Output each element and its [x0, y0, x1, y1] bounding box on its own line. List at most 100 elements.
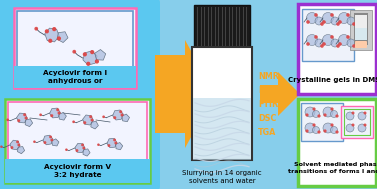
FancyBboxPatch shape: [5, 99, 150, 183]
Circle shape: [315, 17, 323, 25]
Circle shape: [331, 126, 337, 133]
Circle shape: [90, 50, 94, 54]
Circle shape: [346, 35, 350, 39]
Polygon shape: [91, 121, 98, 129]
Circle shape: [23, 113, 26, 116]
Circle shape: [330, 13, 334, 17]
Circle shape: [306, 42, 310, 46]
FancyBboxPatch shape: [354, 13, 368, 45]
FancyBboxPatch shape: [5, 159, 150, 183]
Circle shape: [336, 114, 339, 118]
Circle shape: [121, 113, 124, 117]
Circle shape: [107, 144, 110, 147]
Circle shape: [317, 114, 320, 118]
Circle shape: [346, 13, 350, 17]
FancyBboxPatch shape: [341, 106, 373, 138]
Circle shape: [315, 39, 323, 47]
Circle shape: [305, 129, 309, 133]
Circle shape: [17, 119, 20, 122]
Circle shape: [313, 126, 319, 133]
Circle shape: [323, 107, 333, 117]
Text: Acyclovir form I
anhydrous or: Acyclovir form I anhydrous or: [43, 70, 107, 84]
Circle shape: [347, 39, 355, 47]
Polygon shape: [83, 51, 97, 65]
Circle shape: [320, 44, 324, 48]
Polygon shape: [83, 115, 93, 125]
Circle shape: [346, 124, 354, 132]
Circle shape: [33, 140, 36, 143]
Polygon shape: [25, 119, 33, 127]
Circle shape: [65, 148, 68, 151]
FancyBboxPatch shape: [14, 8, 136, 88]
FancyBboxPatch shape: [298, 99, 376, 186]
Circle shape: [72, 50, 76, 54]
Circle shape: [56, 108, 59, 111]
Circle shape: [314, 13, 318, 17]
Circle shape: [352, 22, 356, 26]
Circle shape: [323, 113, 326, 117]
Circle shape: [339, 35, 349, 46]
Circle shape: [113, 116, 116, 119]
Circle shape: [338, 20, 342, 24]
Circle shape: [83, 52, 87, 57]
Circle shape: [39, 113, 42, 116]
Circle shape: [86, 62, 90, 66]
Polygon shape: [75, 143, 85, 153]
FancyBboxPatch shape: [192, 47, 252, 160]
Circle shape: [331, 39, 339, 47]
FancyBboxPatch shape: [355, 15, 367, 40]
Circle shape: [114, 142, 117, 144]
Circle shape: [363, 112, 366, 115]
Circle shape: [331, 17, 339, 25]
Circle shape: [347, 17, 355, 25]
FancyBboxPatch shape: [350, 10, 372, 50]
FancyBboxPatch shape: [355, 41, 367, 48]
Circle shape: [330, 35, 334, 39]
Polygon shape: [17, 146, 25, 154]
Circle shape: [50, 114, 53, 117]
Circle shape: [313, 123, 316, 127]
Circle shape: [34, 27, 38, 31]
Circle shape: [45, 29, 49, 33]
Text: Acyclovir form V
3:2 hydrate: Acyclovir form V 3:2 hydrate: [44, 164, 111, 178]
Polygon shape: [113, 110, 123, 120]
Circle shape: [16, 140, 19, 143]
Circle shape: [25, 116, 28, 119]
Circle shape: [307, 12, 317, 23]
Circle shape: [307, 35, 317, 46]
Circle shape: [6, 119, 9, 121]
Polygon shape: [107, 138, 117, 148]
FancyBboxPatch shape: [302, 9, 354, 61]
Text: Crystalline gels in DMSO: Crystalline gels in DMSO: [288, 77, 377, 83]
Circle shape: [351, 123, 354, 126]
Text: NMR
PXRD
FTIR
DSC
TGA: NMR PXRD FTIR DSC TGA: [258, 72, 283, 137]
Circle shape: [119, 110, 122, 113]
Circle shape: [322, 35, 334, 46]
Circle shape: [11, 146, 14, 149]
Circle shape: [113, 139, 116, 141]
Circle shape: [305, 107, 315, 117]
Circle shape: [322, 42, 326, 46]
Polygon shape: [59, 112, 66, 120]
Polygon shape: [116, 143, 123, 150]
Circle shape: [336, 22, 340, 26]
Circle shape: [97, 143, 100, 146]
Circle shape: [346, 112, 354, 120]
FancyBboxPatch shape: [301, 103, 343, 141]
Circle shape: [52, 27, 56, 31]
Circle shape: [339, 12, 349, 23]
Circle shape: [336, 130, 339, 134]
Circle shape: [90, 119, 93, 122]
FancyBboxPatch shape: [0, 0, 160, 189]
FancyBboxPatch shape: [194, 5, 250, 47]
Polygon shape: [57, 32, 68, 43]
FancyBboxPatch shape: [355, 28, 367, 40]
Polygon shape: [17, 113, 28, 123]
Circle shape: [320, 22, 324, 26]
Circle shape: [331, 111, 337, 118]
Circle shape: [49, 136, 52, 138]
Circle shape: [306, 20, 310, 24]
Circle shape: [317, 130, 320, 134]
Circle shape: [43, 141, 46, 144]
Circle shape: [351, 112, 354, 115]
